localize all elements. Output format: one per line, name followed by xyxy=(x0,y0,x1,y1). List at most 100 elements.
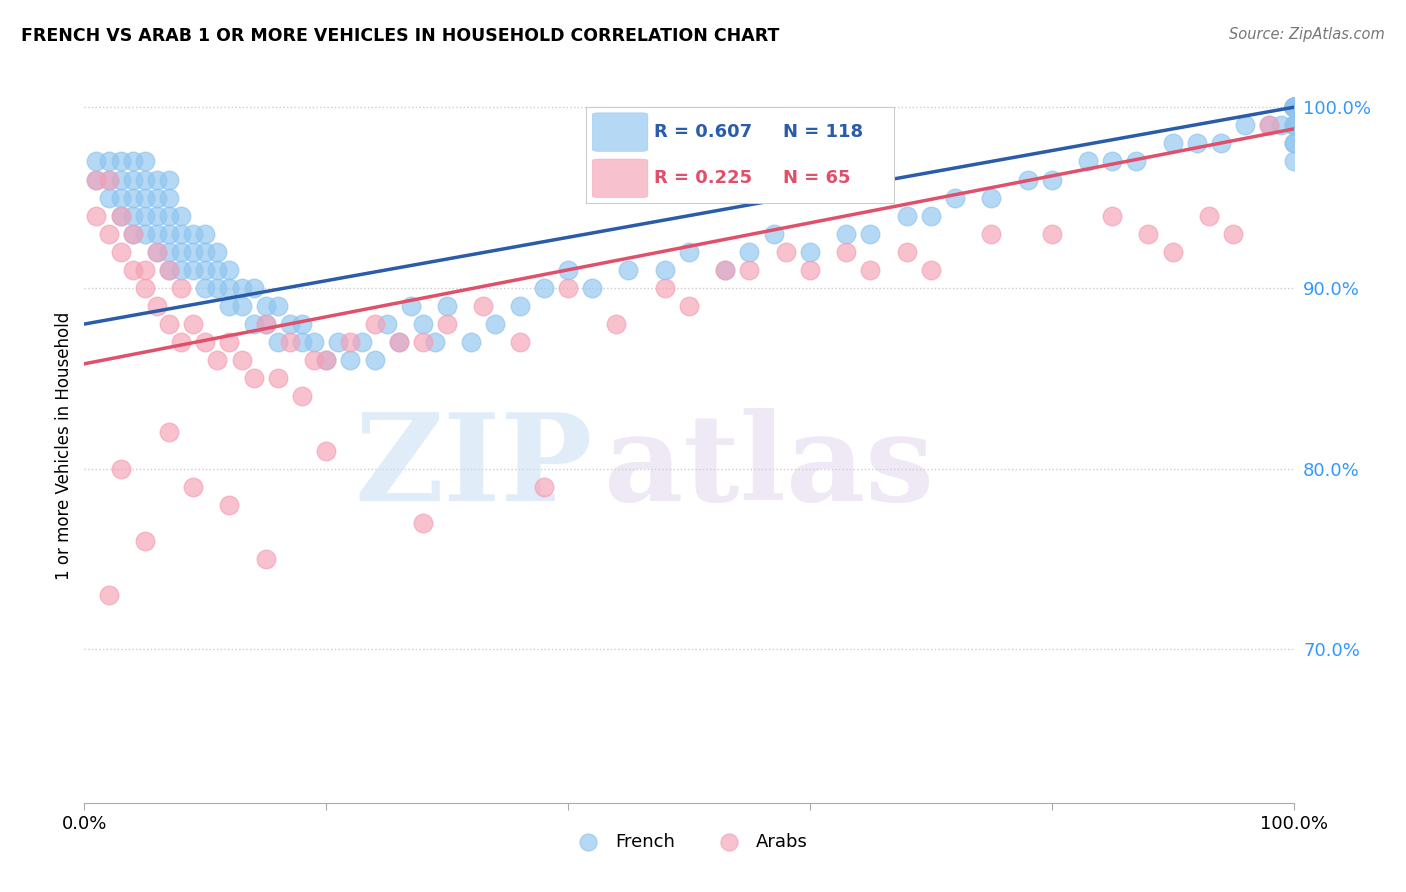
Point xyxy=(1040,227,1063,241)
Text: atlas: atlas xyxy=(605,409,935,526)
Point xyxy=(835,227,858,241)
Point xyxy=(157,263,180,277)
Point xyxy=(399,299,422,313)
Point xyxy=(799,244,821,259)
Point xyxy=(110,461,132,475)
Point xyxy=(980,191,1002,205)
Point xyxy=(134,227,156,241)
Point xyxy=(1282,100,1305,114)
Point xyxy=(1101,154,1123,169)
Point xyxy=(110,172,132,186)
Y-axis label: 1 or more Vehicles in Household: 1 or more Vehicles in Household xyxy=(55,312,73,580)
Point xyxy=(134,209,156,223)
Point xyxy=(218,335,240,350)
Point xyxy=(110,154,132,169)
Point xyxy=(315,443,337,458)
Point xyxy=(157,209,180,223)
Point xyxy=(194,227,217,241)
Point xyxy=(157,191,180,205)
Point xyxy=(121,263,143,277)
Point xyxy=(363,353,385,368)
Point xyxy=(146,227,169,241)
Point xyxy=(278,317,301,331)
Point xyxy=(181,317,204,331)
Point xyxy=(110,209,132,223)
Point xyxy=(388,335,411,350)
Point xyxy=(97,172,120,186)
Text: Source: ZipAtlas.com: Source: ZipAtlas.com xyxy=(1229,27,1385,42)
Point xyxy=(242,371,264,385)
Point xyxy=(1282,119,1305,133)
Legend: French, Arabs: French, Arabs xyxy=(562,826,815,858)
Point xyxy=(581,281,603,295)
Point xyxy=(896,244,918,259)
Point xyxy=(267,371,290,385)
Point xyxy=(218,498,240,512)
Point xyxy=(218,281,240,295)
Text: ZIP: ZIP xyxy=(354,409,592,526)
Point xyxy=(194,335,217,350)
Point xyxy=(1282,154,1305,169)
Point xyxy=(484,317,506,331)
Point xyxy=(412,317,434,331)
Point xyxy=(170,335,193,350)
Point xyxy=(157,172,180,186)
Point xyxy=(352,335,374,350)
Point xyxy=(97,227,120,241)
Point xyxy=(1101,209,1123,223)
Point xyxy=(1258,119,1281,133)
Point xyxy=(509,335,531,350)
Point xyxy=(134,191,156,205)
Point xyxy=(678,299,700,313)
Point xyxy=(363,317,385,331)
Point xyxy=(1234,119,1257,133)
Point xyxy=(509,299,531,313)
Point xyxy=(278,335,301,350)
Point xyxy=(291,389,314,403)
Point xyxy=(859,263,882,277)
Point xyxy=(170,281,193,295)
Point xyxy=(1282,100,1305,114)
Point xyxy=(291,335,314,350)
Point xyxy=(254,317,277,331)
Point xyxy=(134,154,156,169)
Point xyxy=(242,281,264,295)
Point xyxy=(97,191,120,205)
Point xyxy=(134,533,156,548)
Point xyxy=(121,172,143,186)
Point xyxy=(170,263,193,277)
Point xyxy=(207,281,229,295)
Point xyxy=(654,263,676,277)
Point xyxy=(121,227,143,241)
Point xyxy=(738,263,761,277)
Point xyxy=(1161,136,1184,151)
Point xyxy=(157,317,180,331)
Point xyxy=(146,299,169,313)
Text: FRENCH VS ARAB 1 OR MORE VEHICLES IN HOUSEHOLD CORRELATION CHART: FRENCH VS ARAB 1 OR MORE VEHICLES IN HOU… xyxy=(21,27,779,45)
Point xyxy=(134,172,156,186)
Point xyxy=(1077,154,1099,169)
Point xyxy=(121,191,143,205)
Point xyxy=(423,335,446,350)
Point xyxy=(654,281,676,295)
Point xyxy=(267,299,290,313)
Point xyxy=(121,227,143,241)
Point xyxy=(267,335,290,350)
Point xyxy=(1258,119,1281,133)
Point xyxy=(218,263,240,277)
Point xyxy=(896,209,918,223)
Point xyxy=(714,263,737,277)
Point xyxy=(436,299,458,313)
Point xyxy=(617,263,640,277)
Point xyxy=(157,227,180,241)
Point xyxy=(291,317,314,331)
Point xyxy=(1282,100,1305,114)
Point xyxy=(339,335,361,350)
Point xyxy=(738,244,761,259)
Point xyxy=(242,317,264,331)
Point xyxy=(181,263,204,277)
Point xyxy=(775,244,797,259)
Point xyxy=(1282,136,1305,151)
Point xyxy=(460,335,482,350)
Point xyxy=(1270,119,1292,133)
